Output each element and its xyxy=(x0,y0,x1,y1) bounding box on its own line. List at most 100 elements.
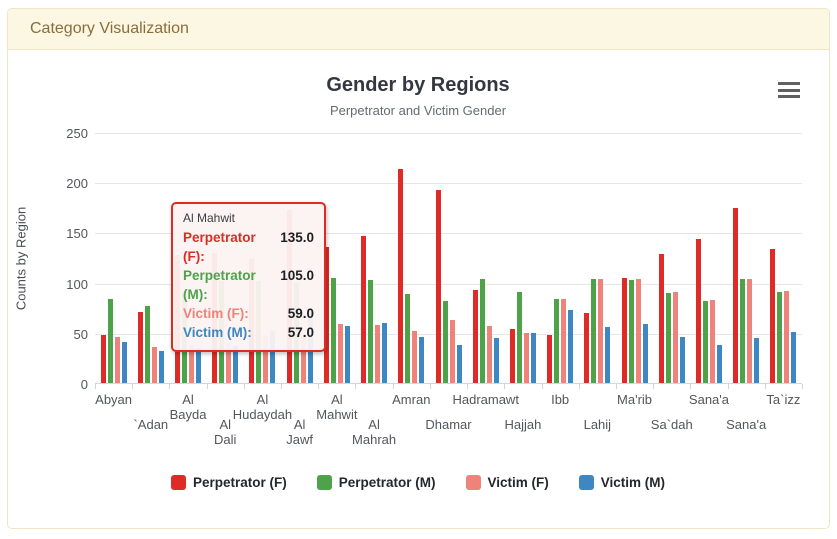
bar-perpetrator-m[interactable] xyxy=(405,294,411,383)
bar-perpetrator-f[interactable] xyxy=(547,335,553,383)
bar-perpetrator-m[interactable] xyxy=(628,280,634,383)
bar-perpetrator-f[interactable] xyxy=(472,290,478,383)
bar-perpetrator-f[interactable] xyxy=(361,236,367,383)
legend-item-victim-f[interactable]: Victim (F) xyxy=(465,475,549,490)
bar-perpetrator-m[interactable] xyxy=(368,280,374,383)
tooltip-value: 57.0 xyxy=(287,325,314,340)
y-axis-tick-label: 0 xyxy=(80,377,88,392)
x-axis-tick xyxy=(355,384,357,389)
legend-label: Victim (M) xyxy=(600,475,666,490)
x-axis-tick xyxy=(467,384,469,389)
bar-perpetrator-m[interactable] xyxy=(554,299,560,383)
bar-victim-m[interactable] xyxy=(791,332,797,383)
bar-victim-f[interactable] xyxy=(375,325,381,383)
y-axis-title: Counts by Region xyxy=(13,206,29,311)
legend-item-perpetrator-m[interactable]: Perpetrator (M) xyxy=(316,475,436,490)
x-axis-category-label: Al Mahwit xyxy=(316,392,358,422)
bar-victim-m[interactable] xyxy=(642,324,648,383)
bar-perpetrator-f[interactable] xyxy=(509,329,515,383)
bar-victim-m[interactable] xyxy=(344,326,350,383)
bar-victim-f[interactable] xyxy=(784,291,790,383)
x-axis-tick xyxy=(318,384,320,389)
x-axis-category-label: Ta`izz xyxy=(766,392,801,407)
bar-victim-f[interactable] xyxy=(263,336,269,383)
bar-victim-f[interactable] xyxy=(523,333,529,383)
plot-area xyxy=(95,133,803,389)
bar-perpetrator-m[interactable] xyxy=(330,278,336,383)
bar-victim-m[interactable] xyxy=(419,337,425,383)
bar-victim-m[interactable] xyxy=(530,333,536,383)
bar-perpetrator-m[interactable] xyxy=(144,306,150,383)
y-axis-tick-label: 200 xyxy=(66,176,88,192)
bar-perpetrator-f[interactable] xyxy=(733,208,739,383)
legend-swatch-icon xyxy=(316,475,332,490)
bar-victim-f[interactable] xyxy=(561,299,567,383)
hamburger-menu-icon[interactable] xyxy=(778,82,802,98)
bar-perpetrator-m[interactable] xyxy=(740,279,746,383)
x-axis-category-label: Al Jawf xyxy=(286,417,314,447)
x-axis-tick xyxy=(578,384,580,389)
legend-swatch-icon xyxy=(578,475,594,490)
bar-victim-f[interactable] xyxy=(709,300,715,383)
x-axis-category-label: Ibb xyxy=(551,392,570,407)
bar-victim-f[interactable] xyxy=(189,345,195,383)
tooltip-row: Perpetrator (F): 135.0 xyxy=(183,228,314,266)
bar-perpetrator-f[interactable] xyxy=(770,249,776,383)
bar-victim-m[interactable] xyxy=(233,346,239,383)
bar-victim-m[interactable] xyxy=(754,338,760,383)
bar-victim-f[interactable] xyxy=(672,292,678,383)
bar-perpetrator-m[interactable] xyxy=(665,293,671,383)
legend-item-victim-m[interactable]: Victim (M) xyxy=(578,475,666,490)
x-axis-tick xyxy=(504,384,506,389)
bar-perpetrator-f[interactable] xyxy=(621,278,627,383)
bar-perpetrator-f[interactable] xyxy=(100,335,106,383)
bar-perpetrator-m[interactable] xyxy=(702,301,708,383)
legend-swatch-icon xyxy=(170,475,186,490)
bar-victim-f[interactable] xyxy=(226,343,232,383)
bar-victim-f[interactable] xyxy=(635,279,641,383)
bar-victim-f[interactable] xyxy=(114,337,120,383)
bar-victim-f[interactable] xyxy=(412,331,418,383)
bar-perpetrator-f[interactable] xyxy=(137,312,143,383)
bar-victim-m[interactable] xyxy=(121,342,127,383)
gridline xyxy=(95,333,802,335)
bar-victim-f[interactable] xyxy=(486,326,492,383)
bar-victim-m[interactable] xyxy=(196,348,202,383)
bar-perpetrator-m[interactable] xyxy=(516,292,522,383)
bar-perpetrator-m[interactable] xyxy=(107,299,113,383)
bar-victim-m[interactable] xyxy=(493,338,499,383)
bar-victim-f[interactable] xyxy=(300,336,306,383)
bar-victim-m[interactable] xyxy=(605,327,611,383)
bar-victim-f[interactable] xyxy=(151,347,157,383)
bar-victim-f[interactable] xyxy=(449,320,455,383)
bar-perpetrator-m[interactable] xyxy=(591,279,597,383)
bar-victim-f[interactable] xyxy=(747,279,753,383)
bar-victim-m[interactable] xyxy=(382,323,388,383)
bar-victim-m[interactable] xyxy=(158,351,164,383)
bar-victim-m[interactable] xyxy=(716,345,722,383)
bar-perpetrator-f[interactable] xyxy=(398,169,404,383)
bar-perpetrator-f[interactable] xyxy=(658,254,664,383)
bar-perpetrator-m[interactable] xyxy=(442,301,448,383)
bar-perpetrator-f[interactable] xyxy=(695,239,701,383)
bar-perpetrator-m[interactable] xyxy=(777,292,783,383)
bar-victim-m[interactable] xyxy=(679,337,685,383)
bar-perpetrator-m[interactable] xyxy=(479,279,485,383)
panel-title: Category Visualization xyxy=(30,20,189,37)
x-axis-category-label: Al Dali xyxy=(214,417,237,447)
legend-item-perpetrator-f[interactable]: Perpetrator (F) xyxy=(170,475,287,490)
bar-victim-m[interactable] xyxy=(270,331,276,383)
x-axis-tick xyxy=(764,384,766,389)
x-axis-tick xyxy=(243,384,245,389)
bar-perpetrator-f[interactable] xyxy=(323,247,329,383)
legend-label: Perpetrator (M) xyxy=(338,475,436,490)
bar-victim-f[interactable] xyxy=(337,324,343,383)
bar-perpetrator-f[interactable] xyxy=(584,313,590,383)
gridline xyxy=(95,183,802,185)
tooltip-row: Perpetrator (M): 105.0 xyxy=(183,266,314,304)
bar-perpetrator-f[interactable] xyxy=(435,190,441,383)
bar-victim-m[interactable] xyxy=(568,310,574,383)
x-axis-tick xyxy=(281,384,283,389)
bar-victim-m[interactable] xyxy=(456,345,462,383)
bar-victim-f[interactable] xyxy=(598,279,604,383)
